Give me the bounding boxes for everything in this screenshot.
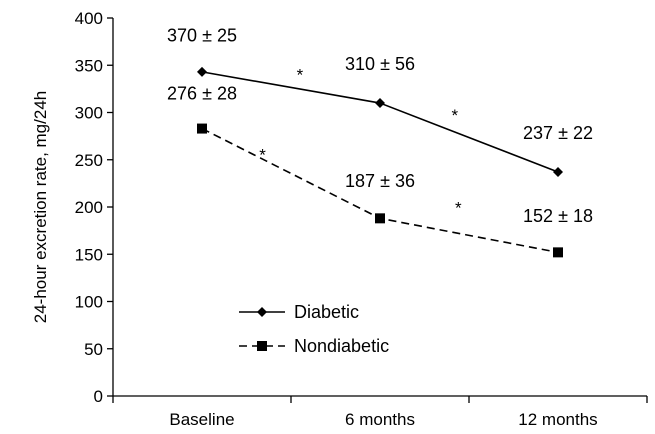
x-category-label: 12 months (518, 410, 597, 429)
data-point-diamond (257, 307, 267, 317)
data-point-square (257, 341, 267, 351)
axes: 0 50 100 150 200 250 300 350 400 Baseline 6 months… (31, 9, 648, 429)
y-tick-label: 250 (75, 151, 103, 170)
significance-star: * (259, 146, 266, 165)
legend-entry-nondiabetic: Nondiabetic (239, 336, 389, 356)
value-annotation: 310 ± 56 (345, 54, 415, 74)
y-tick-label: 50 (84, 340, 103, 359)
y-tick-label: 100 (75, 293, 103, 312)
data-point-diamond (553, 167, 563, 178)
legend: Diabetic Nondiabetic (239, 302, 389, 356)
y-axis-title: 24-hour excretion rate, mg/24h (31, 91, 50, 323)
data-point-square (375, 213, 385, 224)
legend-label: Diabetic (294, 302, 359, 322)
data-point-square (197, 123, 207, 134)
y-tick-label: 0 (94, 387, 103, 406)
data-point-diamond (375, 98, 385, 109)
value-annotation: 276 ± 28 (167, 83, 237, 103)
legend-label: Nondiabetic (294, 336, 389, 356)
y-tick-label: 300 (75, 104, 103, 123)
significance-star: * (297, 65, 304, 84)
y-tick-label: 400 (75, 9, 103, 28)
annotations-layer: 370 ± 25 310 ± 56 237 ± 22 276 ± 28 187 ± 36… (167, 26, 593, 226)
series-line-diabetic (201, 71, 559, 173)
significance-star: * (451, 106, 458, 125)
value-annotation: 152 ± 18 (523, 206, 593, 226)
series-nondiabetic (197, 123, 563, 258)
significance-star: * (455, 199, 462, 218)
x-category-label: 6 months (345, 410, 415, 429)
series-layer (197, 66, 563, 258)
value-annotation: 187 ± 36 (345, 171, 415, 191)
y-tick-label: 150 (75, 245, 103, 264)
legend-entry-diabetic: Diabetic (239, 302, 359, 322)
x-category-label: Baseline (169, 410, 234, 429)
value-annotation: 370 ± 25 (167, 26, 237, 46)
series-diabetic (197, 66, 563, 178)
value-annotation: 237 ± 22 (523, 123, 593, 143)
data-point-diamond (197, 66, 207, 77)
data-point-square (553, 247, 563, 258)
y-tick-label: 200 (75, 198, 103, 217)
y-tick-label: 350 (75, 56, 103, 75)
